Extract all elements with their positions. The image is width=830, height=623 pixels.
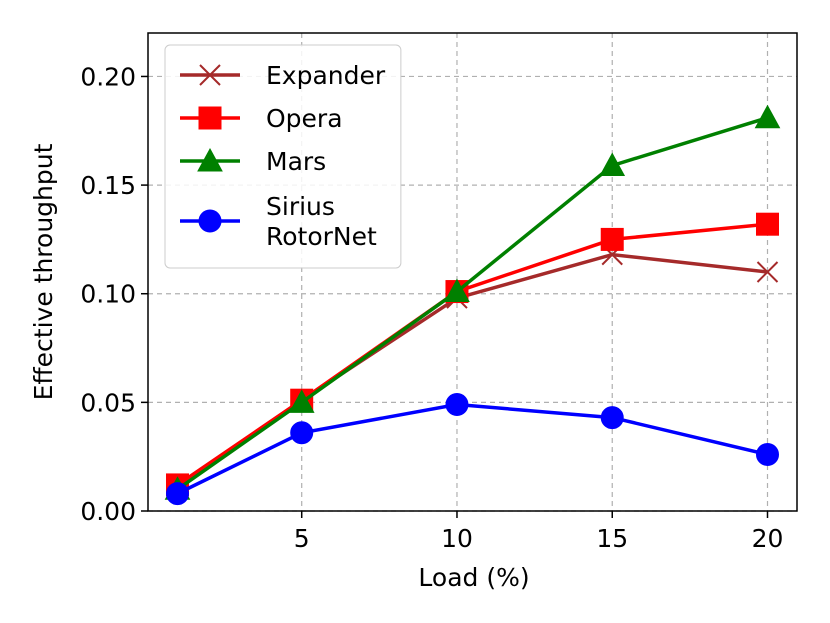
- x-tick-label: 10: [441, 524, 473, 553]
- y-tick-label: 0.05: [80, 388, 136, 417]
- y-tick-label: 0.15: [80, 171, 136, 200]
- y-tick-label: 0.20: [80, 62, 136, 91]
- legend-marker: [199, 64, 221, 86]
- marker: [754, 104, 781, 129]
- x-tick-label: 15: [596, 524, 628, 553]
- y-axis-label: Effective throughput: [29, 143, 58, 400]
- legend-marker: [198, 106, 222, 130]
- marker: [600, 227, 624, 251]
- y-tick-label: 0.00: [80, 497, 136, 526]
- series-line: [176, 402, 768, 496]
- x-tick-label: 20: [752, 524, 784, 553]
- marker: [290, 421, 314, 445]
- legend-marker: [197, 147, 223, 172]
- legend-label: Mars: [266, 147, 326, 176]
- x-tick-label: 5: [294, 524, 310, 553]
- marker: [444, 278, 470, 303]
- marker: [445, 393, 469, 417]
- marker: [600, 406, 624, 430]
- y-tick-label: 0.10: [80, 280, 136, 309]
- legend: Expander Opera Mars Sirius RotorNet: [164, 44, 402, 269]
- marker: [756, 443, 779, 467]
- marker: [166, 482, 189, 506]
- legend-box: [164, 44, 402, 269]
- legend-label: Expander: [266, 61, 386, 90]
- plot-frame: [147, 32, 798, 512]
- marker: [288, 389, 315, 413]
- legend-label: Sirius RotorNet: [266, 192, 377, 251]
- marker: [756, 212, 779, 236]
- marker: [599, 152, 626, 177]
- marker: [756, 261, 779, 283]
- series-line: [176, 252, 768, 489]
- x-axis-label: Load (%): [418, 563, 529, 592]
- legend-marker: [198, 209, 222, 233]
- legend-label: Opera: [266, 104, 343, 133]
